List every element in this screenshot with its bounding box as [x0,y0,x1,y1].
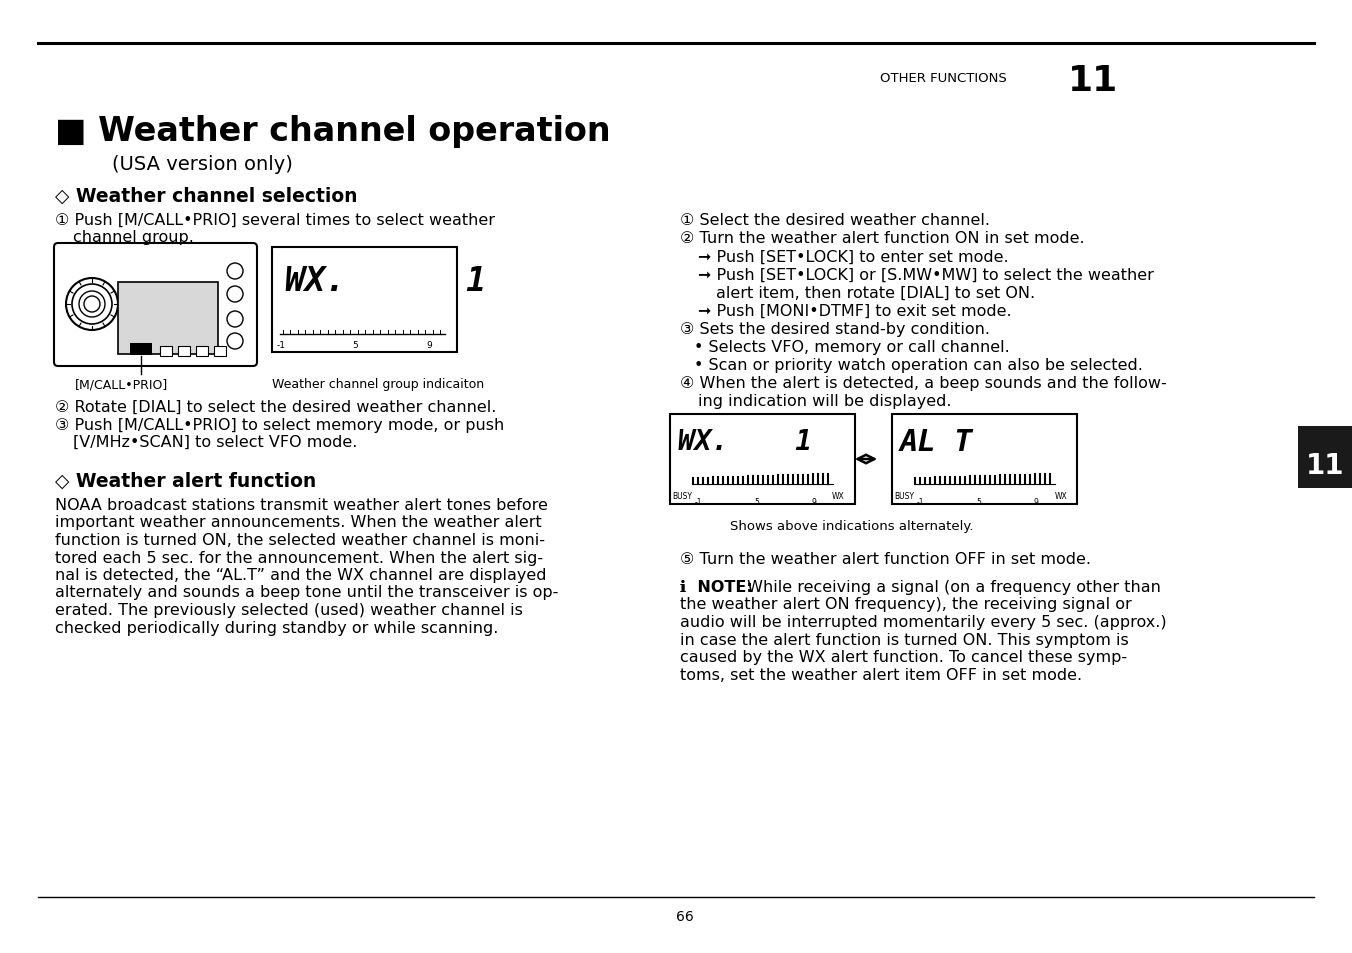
Text: ② Turn the weather alert function ON in set mode.: ② Turn the weather alert function ON in … [680,231,1084,246]
Text: toms, set the weather alert item OFF in set mode.: toms, set the weather alert item OFF in … [680,667,1082,681]
Bar [160,347,172,356]
Text: WX: WX [831,492,845,500]
Text: ➞ Push [SET•LOCK] to enter set mode.: ➞ Push [SET•LOCK] to enter set mode. [698,250,1009,265]
Text: ② Rotate [DIAL] to select the desired weather channel.: ② Rotate [DIAL] to select the desired we… [55,399,496,415]
Text: important weather announcements. When the weather alert: important weather announcements. When th… [55,515,542,530]
Text: ℹ: ℹ [680,579,696,595]
Text: the weather alert ON frequency), the receiving signal or: the weather alert ON frequency), the rec… [680,597,1132,612]
Text: ① Select the desired weather channel.: ① Select the desired weather channel. [680,213,990,228]
Text: channel group.: channel group. [73,230,193,245]
Text: WX: WX [1055,492,1068,500]
Text: ➞ Push [MONI•DTMF] to exit set mode.: ➞ Push [MONI•DTMF] to exit set mode. [698,304,1011,318]
Text: 11: 11 [1068,64,1118,98]
Text: ing indication will be displayed.: ing indication will be displayed. [698,394,952,409]
Text: ③ Push [M/CALL•PRIO] to select memory mode, or push: ③ Push [M/CALL•PRIO] to select memory mo… [55,417,504,433]
Text: While receiving a signal (on a frequency other than: While receiving a signal (on a frequency… [742,579,1161,595]
Text: -1: -1 [917,497,925,506]
Text: AL T: AL T [900,428,973,456]
Text: [V/MHz•SCAN] to select VFO mode.: [V/MHz•SCAN] to select VFO mode. [73,435,357,450]
Text: ③ Sets the desired stand-by condition.: ③ Sets the desired stand-by condition. [680,322,990,336]
Bar [671,415,854,504]
Text: -1: -1 [277,340,287,350]
Bar [892,415,1078,504]
Text: • Selects VFO, memory or call channel.: • Selects VFO, memory or call channel. [694,339,1010,355]
Text: 5: 5 [352,340,358,350]
Text: OTHER FUNCTIONS: OTHER FUNCTIONS [880,71,1007,85]
Text: BUSY: BUSY [672,492,692,500]
Text: ① Push [M/CALL•PRIO] several times to select weather: ① Push [M/CALL•PRIO] several times to se… [55,213,495,228]
Text: ■ Weather channel operation: ■ Weather channel operation [55,115,611,148]
Text: in case the alert function is turned ON. This symptom is: in case the alert function is turned ON.… [680,632,1129,647]
Text: tored each 5 sec. for the announcement. When the alert sig-: tored each 5 sec. for the announcement. … [55,550,544,565]
Text: 11: 11 [1306,452,1344,479]
Text: WX.      1: WX. 1 [285,265,487,297]
Text: NOAA broadcast stations transmit weather alert tones before: NOAA broadcast stations transmit weather… [55,497,548,513]
Text: 5: 5 [976,497,980,506]
Text: (USA version only): (USA version only) [112,154,293,173]
Text: 9: 9 [813,497,817,506]
Text: audio will be interrupted momentarily every 5 sec. (approx.): audio will be interrupted momentarily ev… [680,615,1167,629]
Text: ◇ Weather alert function: ◇ Weather alert function [55,472,316,491]
Bar [1298,427,1352,489]
Text: 66: 66 [676,909,694,923]
Text: ④ When the alert is detected, a beep sounds and the follow-: ④ When the alert is detected, a beep sou… [680,375,1167,391]
Text: erated. The previously selected (used) weather channel is: erated. The previously selected (used) w… [55,602,523,618]
Text: nal is detected, the “AL.T” and the WX channel are displayed: nal is detected, the “AL.T” and the WX c… [55,567,546,582]
FancyBboxPatch shape [54,244,257,367]
Bar [118,283,218,355]
Bar [178,347,191,356]
Bar [272,248,457,353]
Text: BUSY: BUSY [894,492,914,500]
Text: ⑤ Turn the weather alert function OFF in set mode.: ⑤ Turn the weather alert function OFF in… [680,552,1091,566]
Text: ➞ Push [SET•LOCK] or [S.MW•MW] to select the weather: ➞ Push [SET•LOCK] or [S.MW•MW] to select… [698,268,1153,283]
Text: ℹ  NOTE:: ℹ NOTE: [680,579,753,595]
Text: function is turned ON, the selected weather channel is moni-: function is turned ON, the selected weat… [55,533,545,547]
Text: 5: 5 [754,497,758,506]
Text: -1: -1 [695,497,703,506]
Bar [130,344,151,355]
Text: WX.    1: WX. 1 [677,428,813,456]
Text: 9: 9 [1034,497,1038,506]
Text: [M/CALL•PRIO]: [M/CALL•PRIO] [74,377,168,391]
Bar [196,347,208,356]
Text: Weather channel group indicaiton: Weather channel group indicaiton [272,377,484,391]
Text: alert item, then rotate [DIAL] to set ON.: alert item, then rotate [DIAL] to set ON… [717,286,1036,301]
Text: alternately and sounds a beep tone until the transceiver is op-: alternately and sounds a beep tone until… [55,585,558,599]
Bar [214,347,226,356]
Text: ◇ Weather channel selection: ◇ Weather channel selection [55,187,357,206]
Text: Shows above indications alternately.: Shows above indications alternately. [730,519,973,533]
Text: 9: 9 [426,340,431,350]
Text: checked periodically during standby or while scanning.: checked periodically during standby or w… [55,619,499,635]
Text: • Scan or priority watch operation can also be selected.: • Scan or priority watch operation can a… [694,357,1142,373]
Text: caused by the WX alert function. To cancel these symp-: caused by the WX alert function. To canc… [680,649,1128,664]
